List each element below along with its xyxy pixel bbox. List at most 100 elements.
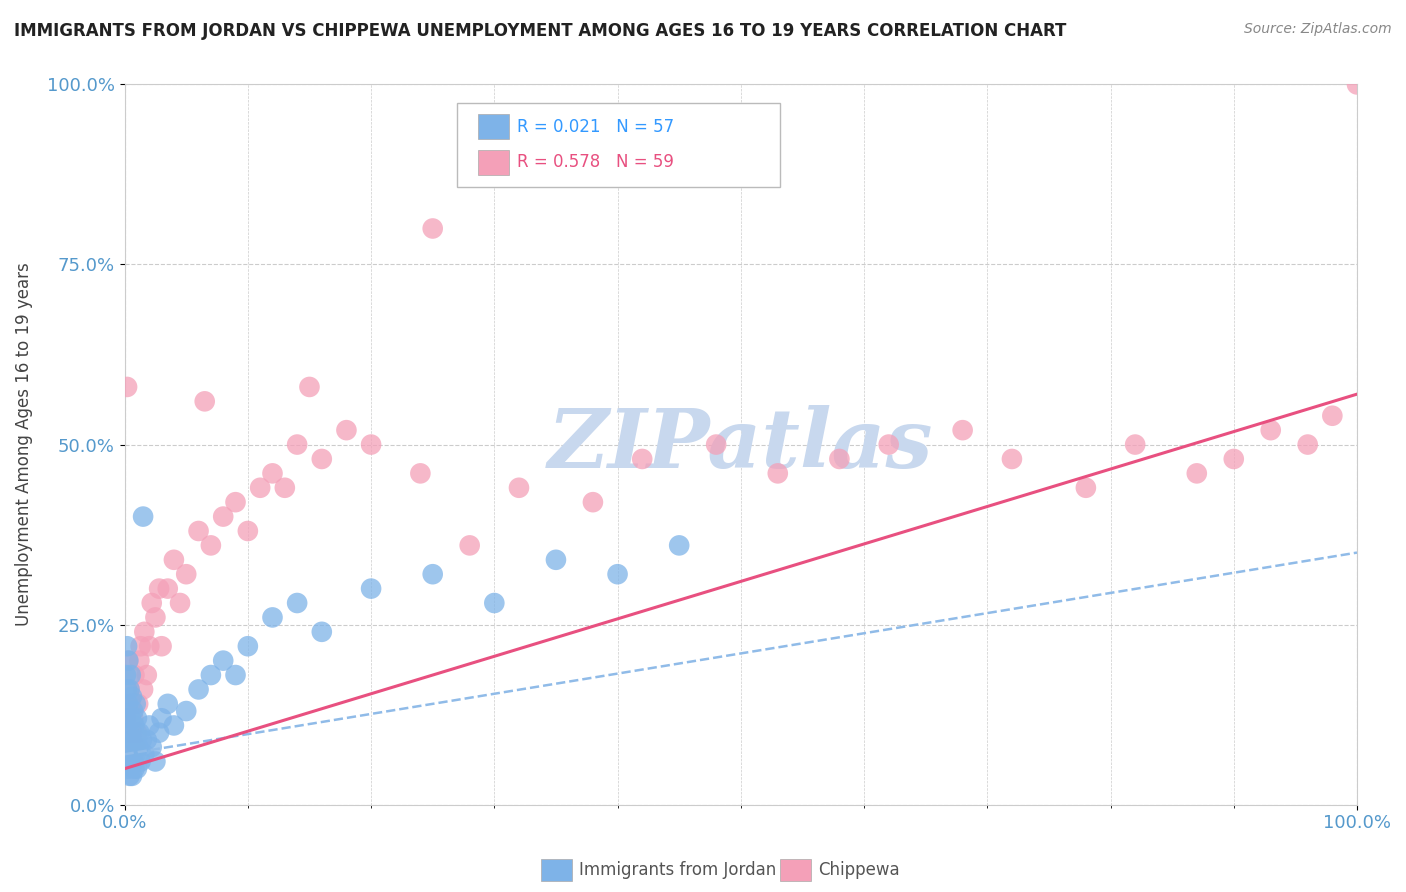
Point (115, 725, 138, 739)
Point (150, 639, 173, 653)
Point (360, 437, 382, 451)
Point (1001, 452, 1024, 467)
Point (125, 697, 148, 711)
Point (117, 654, 139, 668)
Point (115, 682, 138, 697)
Point (274, 481, 297, 495)
Point (134, 624, 156, 639)
Point (117, 697, 139, 711)
Point (225, 668, 247, 682)
Point (262, 610, 284, 624)
Point (121, 690, 143, 704)
Point (118, 769, 141, 783)
Point (120, 755, 142, 769)
Point (145, 610, 167, 624)
Point (212, 654, 235, 668)
Point (115, 755, 138, 769)
Point (125, 762, 148, 776)
Point (174, 567, 197, 582)
Point (631, 452, 654, 467)
Point (1185, 467, 1208, 481)
Point (236, 524, 259, 538)
Text: Immigrants from Jordan: Immigrants from Jordan (579, 861, 776, 879)
Point (409, 467, 432, 481)
Point (127, 740, 149, 755)
Point (200, 668, 222, 682)
Point (121, 732, 143, 747)
Point (118, 682, 141, 697)
Point (115, 711, 138, 725)
Point (129, 755, 152, 769)
Point (1260, 423, 1282, 437)
Point (128, 654, 150, 668)
Point (156, 582, 179, 596)
Point (1346, 78, 1368, 92)
Point (1123, 437, 1146, 451)
Point (458, 538, 481, 552)
Point (120, 711, 142, 725)
Point (360, 582, 382, 596)
Point (124, 762, 146, 776)
Point (122, 755, 145, 769)
Point (262, 467, 284, 481)
Point (422, 221, 444, 235)
Point (200, 538, 222, 552)
Point (285, 596, 308, 610)
Point (122, 704, 145, 718)
Point (194, 394, 217, 409)
Point (117, 654, 139, 668)
Point (163, 553, 186, 567)
Point (141, 596, 163, 610)
Y-axis label: Unemployment Among Ages 16 to 19 years: Unemployment Among Ages 16 to 19 years (15, 262, 32, 626)
Point (138, 639, 160, 653)
Point (125, 747, 148, 762)
Text: R = 0.021   N = 57: R = 0.021 N = 57 (517, 118, 675, 136)
Text: R = 0.578   N = 59: R = 0.578 N = 59 (517, 153, 675, 171)
Text: IMMIGRANTS FROM JORDAN VS CHIPPEWA UNEMPLOYMENT AMONG AGES 16 TO 19 YEARS CORREL: IMMIGRANTS FROM JORDAN VS CHIPPEWA UNEMP… (14, 22, 1066, 40)
Point (704, 437, 727, 451)
Point (141, 740, 163, 755)
Point (120, 697, 142, 711)
Point (766, 467, 789, 481)
Point (128, 725, 150, 739)
Point (131, 732, 153, 747)
Point (115, 380, 138, 394)
Point (115, 668, 138, 682)
Point (117, 762, 139, 776)
Point (1074, 481, 1097, 495)
Point (125, 740, 148, 755)
Point (169, 596, 191, 610)
Point (1322, 409, 1344, 423)
Point (115, 711, 138, 725)
Point (606, 567, 628, 582)
Point (124, 668, 146, 682)
Point (311, 624, 333, 639)
Point (138, 718, 160, 732)
Point (877, 437, 900, 451)
Point (118, 682, 141, 697)
Point (125, 725, 148, 739)
Point (544, 553, 567, 567)
Point (285, 437, 308, 451)
Text: Chippewa: Chippewa (818, 861, 900, 879)
Point (132, 682, 155, 697)
Point (115, 639, 138, 653)
Point (828, 452, 851, 467)
Text: ZIPatlas: ZIPatlas (548, 405, 934, 484)
Point (582, 495, 605, 509)
Point (117, 740, 139, 755)
Point (484, 596, 506, 610)
Point (148, 582, 170, 596)
Point (212, 509, 235, 524)
Point (508, 481, 530, 495)
Point (121, 769, 143, 783)
Point (118, 725, 141, 739)
Point (236, 639, 259, 653)
Point (156, 697, 179, 711)
Point (145, 755, 167, 769)
Point (187, 682, 209, 697)
Point (122, 711, 145, 725)
Point (952, 423, 974, 437)
Point (115, 740, 138, 755)
Point (135, 732, 157, 747)
